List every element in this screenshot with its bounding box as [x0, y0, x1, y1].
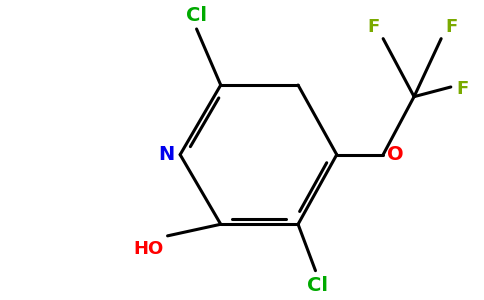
Text: O: O: [387, 145, 404, 164]
Text: HO: HO: [134, 240, 164, 258]
Text: F: F: [456, 80, 469, 98]
Text: F: F: [445, 18, 457, 36]
Text: N: N: [158, 145, 174, 164]
Text: Cl: Cl: [186, 6, 207, 25]
Text: Cl: Cl: [307, 277, 328, 296]
Text: F: F: [367, 18, 379, 36]
